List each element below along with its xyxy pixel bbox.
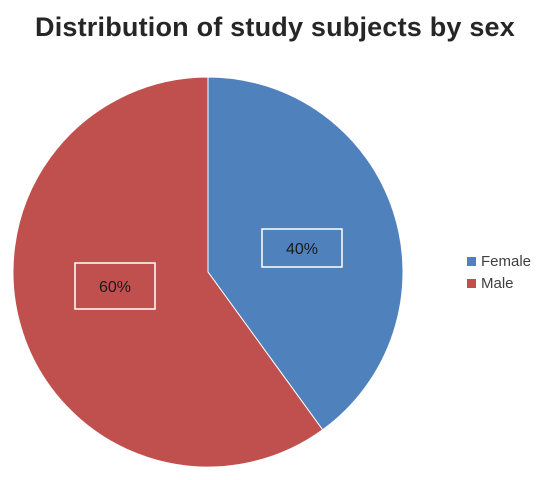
pie-slice-male: [12, 76, 324, 468]
data-label-female: 40%: [261, 228, 343, 268]
pie-slice-female: [207, 76, 404, 431]
legend-label: Female: [481, 252, 532, 270]
data-label-box: [261, 228, 343, 268]
data-label-text: 40%: [286, 241, 318, 258]
legend-item-male: Male: [467, 272, 531, 294]
legend-swatch: [467, 256, 476, 266]
legend-item-female: Female: [467, 250, 531, 272]
data-label-box: [74, 262, 156, 310]
data-label-male: 60%: [74, 262, 156, 310]
legend-label: Male: [481, 274, 514, 292]
legend: Female Male: [467, 250, 531, 294]
legend-swatch: [467, 278, 476, 288]
chart-title: Distribution of study subjects by sex: [35, 12, 515, 42]
data-label-text: 60%: [99, 279, 131, 296]
